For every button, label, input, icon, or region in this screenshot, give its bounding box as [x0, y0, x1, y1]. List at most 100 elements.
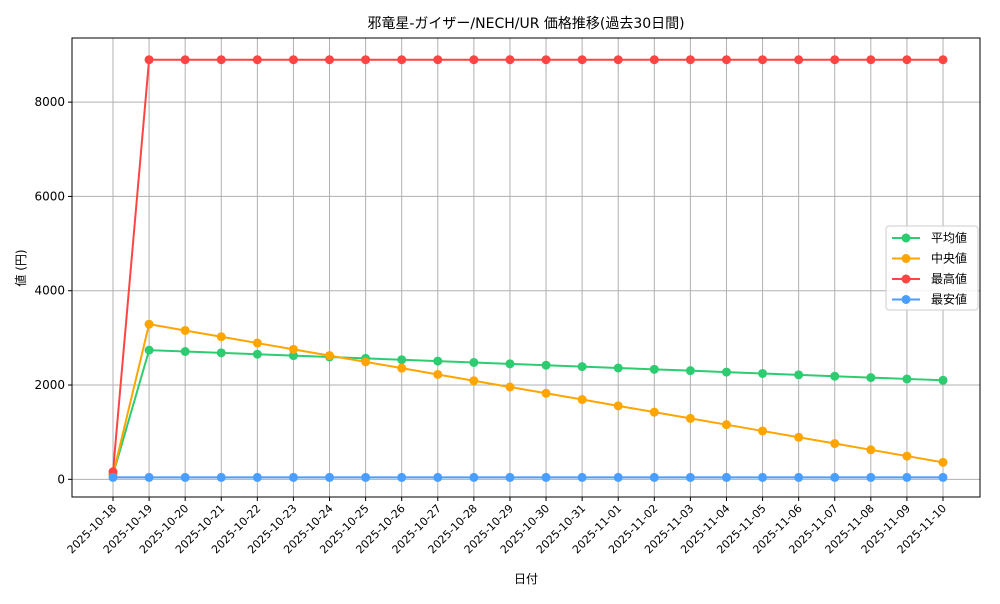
- plot-frame: [71, 37, 981, 498]
- data-point: [180, 325, 190, 335]
- data-point: [144, 55, 154, 65]
- legend-box: [885, 225, 979, 311]
- data-point: [397, 55, 407, 65]
- data-point: [685, 472, 695, 482]
- data-point: [216, 332, 226, 342]
- series-line: [112, 349, 944, 475]
- y-tick-label: 6000: [34, 189, 65, 203]
- data-point: [685, 55, 695, 65]
- data-point: [866, 445, 876, 455]
- data-point: [721, 55, 731, 65]
- data-point: [144, 345, 154, 355]
- y-tick-label: 8000: [34, 95, 65, 109]
- data-point: [433, 369, 443, 379]
- data-point: [397, 355, 407, 365]
- series-3: [108, 472, 948, 482]
- data-point: [613, 55, 623, 65]
- legend-marker: [901, 274, 911, 284]
- data-point: [649, 364, 659, 374]
- data-point: [469, 55, 479, 65]
- data-point: [758, 368, 768, 378]
- data-point: [433, 472, 443, 482]
- data-point: [216, 348, 226, 358]
- data-point: [433, 55, 443, 65]
- series-line: [112, 323, 944, 475]
- data-point: [505, 472, 515, 482]
- data-point: [902, 374, 912, 384]
- data-point: [649, 55, 659, 65]
- data-point: [252, 55, 262, 65]
- data-point: [216, 472, 226, 482]
- data-point: [505, 359, 515, 369]
- x-axis-label: 日付: [514, 572, 538, 586]
- data-point: [866, 373, 876, 383]
- data-point: [433, 356, 443, 366]
- data-point: [541, 55, 551, 65]
- data-point: [938, 55, 948, 65]
- data-point: [216, 55, 226, 65]
- data-point: [397, 472, 407, 482]
- data-point: [794, 370, 804, 380]
- data-point: [758, 55, 768, 65]
- data-point: [794, 432, 804, 442]
- data-point: [938, 457, 948, 467]
- y-tick-label: 4000: [34, 284, 65, 298]
- data-point: [325, 351, 335, 361]
- y-axis: 0 2000 4000 6000 8000: [34, 95, 72, 486]
- legend-label: 最安値: [931, 292, 967, 307]
- data-point: [361, 55, 371, 65]
- data-point: [613, 472, 623, 482]
- data-point: [902, 472, 912, 482]
- data-point: [577, 395, 587, 405]
- legend-label: 最高値: [931, 271, 967, 286]
- data-point: [325, 55, 335, 65]
- data-point: [685, 366, 695, 376]
- legend-label: 平均値: [931, 230, 967, 245]
- data-point: [577, 55, 587, 65]
- data-point: [830, 55, 840, 65]
- data-point: [144, 472, 154, 482]
- y-tick-label: 0: [57, 472, 65, 486]
- data-point: [288, 351, 298, 361]
- grid: [72, 38, 980, 497]
- data-point: [866, 55, 876, 65]
- data-point: [180, 346, 190, 356]
- data-point: [685, 413, 695, 423]
- data-point: [721, 367, 731, 377]
- y-axis-label: 値 (円): [13, 249, 28, 286]
- data-point: [794, 55, 804, 65]
- y-tick-label: 2000: [34, 378, 65, 392]
- x-axis: 2025-10-182025-10-192025-10-202025-10-21…: [65, 497, 949, 556]
- data-point: [649, 407, 659, 417]
- data-point: [902, 55, 912, 65]
- data-point: [866, 472, 876, 482]
- data-point: [938, 472, 948, 482]
- data-point: [830, 439, 840, 449]
- data-point: [758, 426, 768, 436]
- data-point: [830, 472, 840, 482]
- data-point: [505, 55, 515, 65]
- data-point: [361, 357, 371, 367]
- data-point: [180, 472, 190, 482]
- chart-title: 邪竜星-ガイザー/NECH/UR 価格推移(過去30日間): [367, 15, 684, 32]
- data-point: [108, 472, 118, 482]
- data-point: [649, 472, 659, 482]
- legend-marker: [901, 295, 911, 304]
- data-point: [252, 338, 262, 348]
- data-point: [469, 472, 479, 482]
- data-point: [721, 472, 731, 482]
- series-line: [112, 58, 943, 472]
- series-2: [108, 55, 948, 477]
- data-point: [288, 472, 298, 482]
- data-point: [325, 472, 335, 482]
- legend-marker: [901, 233, 911, 243]
- data-point: [721, 420, 731, 430]
- data-point: [794, 472, 804, 482]
- data-point: [180, 55, 190, 65]
- data-point: [541, 360, 551, 370]
- data-point: [252, 349, 262, 359]
- data-point: [288, 55, 298, 65]
- series-0: [108, 345, 948, 480]
- series-1: [108, 319, 948, 480]
